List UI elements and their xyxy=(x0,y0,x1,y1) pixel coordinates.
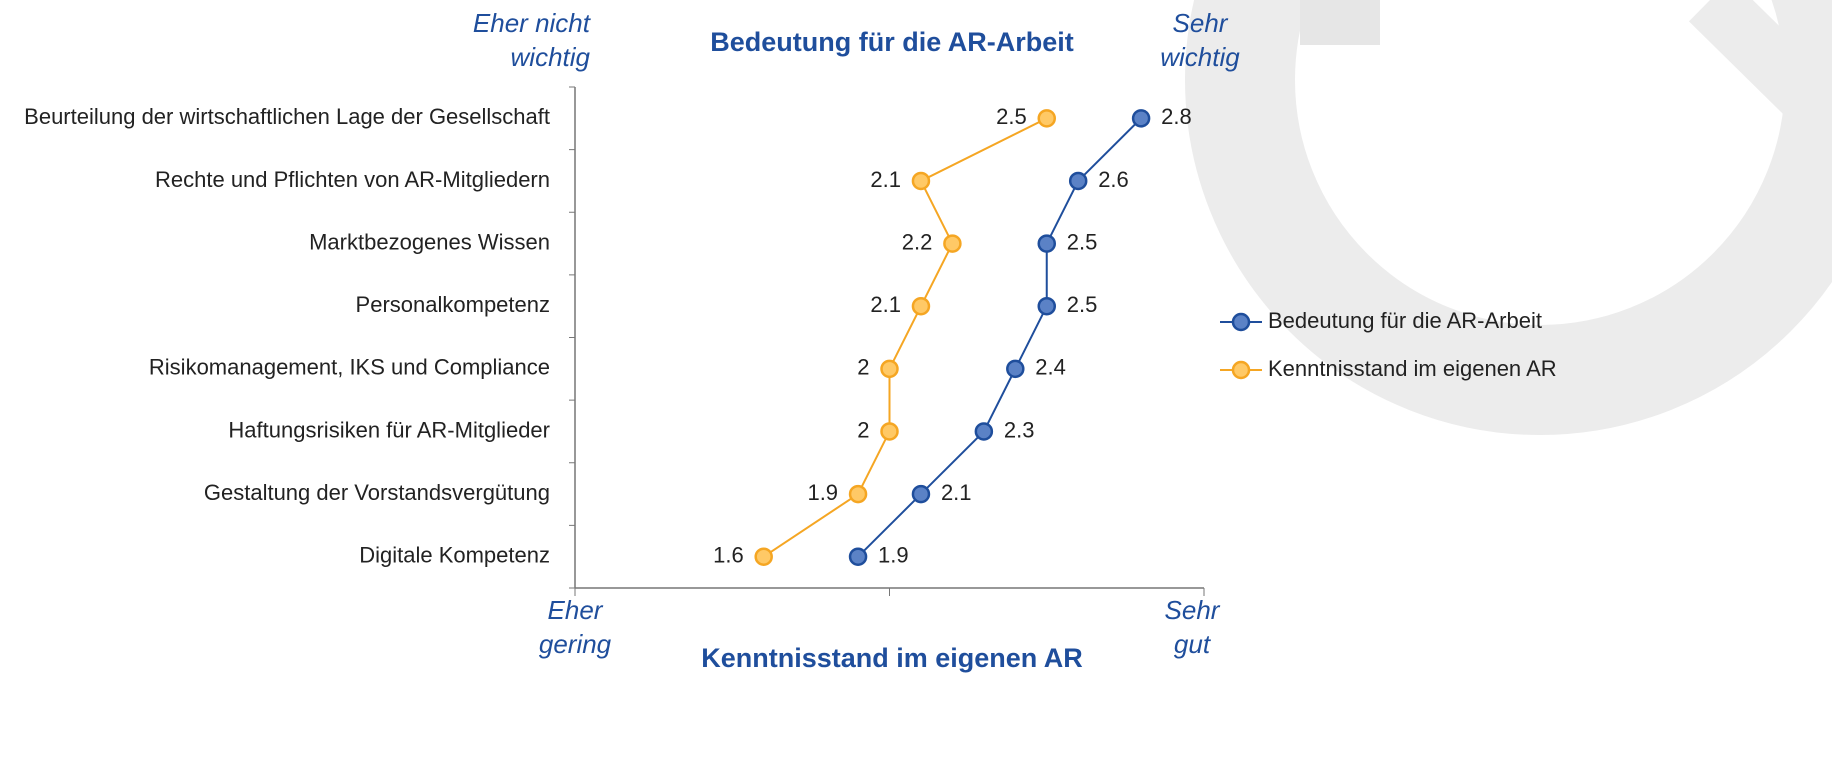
data-point xyxy=(913,173,929,189)
data-label: 2 xyxy=(857,355,869,380)
legend-label: Kenntnisstand im eigenen AR xyxy=(1268,356,1557,381)
data-label: 2.5 xyxy=(1067,292,1098,317)
data-label: 1.6 xyxy=(713,543,744,568)
data-label: 1.9 xyxy=(807,480,838,505)
legend-marker xyxy=(1233,314,1249,330)
data-label: 2.5 xyxy=(996,104,1027,129)
axis-annotation: Eher xyxy=(548,595,604,625)
data-point xyxy=(1007,361,1023,377)
y-tick-label: Risikomanagement, IKS und Compliance xyxy=(149,355,550,380)
data-point xyxy=(1133,110,1149,126)
data-label: 2.1 xyxy=(870,292,901,317)
axis-annotation: gut xyxy=(1174,629,1212,659)
data-point xyxy=(850,549,866,565)
data-label: 1.9 xyxy=(878,543,909,568)
data-point xyxy=(756,549,772,565)
y-tick-label: Beurteilung der wirtschaftlichen Lage de… xyxy=(24,104,550,129)
axis-annotation: Eher nicht xyxy=(473,8,592,38)
data-label: 2.2 xyxy=(902,229,933,254)
series-line xyxy=(764,118,1047,556)
data-point xyxy=(1039,110,1055,126)
axis-annotation: Sehr xyxy=(1173,8,1229,38)
data-point xyxy=(1039,236,1055,252)
data-label: 2.6 xyxy=(1098,167,1129,192)
y-tick-label: Gestaltung der Vorstandsvergütung xyxy=(204,480,550,505)
data-point xyxy=(882,361,898,377)
chart-title: Bedeutung für die AR-Arbeit xyxy=(710,27,1074,57)
data-label: 2 xyxy=(857,417,869,442)
data-point xyxy=(976,423,992,439)
axis-annotation: Sehr xyxy=(1165,595,1221,625)
data-label: 2.8 xyxy=(1161,104,1192,129)
y-tick-label: Personalkompetenz xyxy=(356,292,550,317)
data-point xyxy=(913,486,929,502)
data-point xyxy=(850,486,866,502)
x-axis-title: Kenntnisstand im eigenen AR xyxy=(701,643,1083,673)
data-point xyxy=(913,298,929,314)
y-tick-label: Haftungsrisiken für AR-Mitglieder xyxy=(228,417,550,442)
y-tick-label: Marktbezogenes Wissen xyxy=(309,229,550,254)
axis-annotation: gering xyxy=(539,629,612,659)
data-label: 2.1 xyxy=(941,480,972,505)
axis-annotation: wichtig xyxy=(1160,42,1240,72)
axis-annotation: wichtig xyxy=(511,42,591,72)
data-point xyxy=(1039,298,1055,314)
data-label: 2.4 xyxy=(1035,355,1066,380)
chart: Bedeutung für die AR-Arbeit Kenntnisstan… xyxy=(0,0,1832,779)
data-point xyxy=(882,423,898,439)
data-point xyxy=(1070,173,1086,189)
magnifier-plus xyxy=(1300,0,1380,45)
data-label: 2.3 xyxy=(1004,417,1035,442)
legend-label: Bedeutung für die AR-Arbeit xyxy=(1268,308,1542,333)
data-point xyxy=(944,236,960,252)
legend-marker xyxy=(1233,362,1249,378)
data-label: 2.5 xyxy=(1067,229,1098,254)
y-tick-label: Digitale Kompetenz xyxy=(359,543,550,568)
data-label: 2.1 xyxy=(870,167,901,192)
y-tick-label: Rechte und Pflichten von AR-Mitgliedern xyxy=(155,167,550,192)
